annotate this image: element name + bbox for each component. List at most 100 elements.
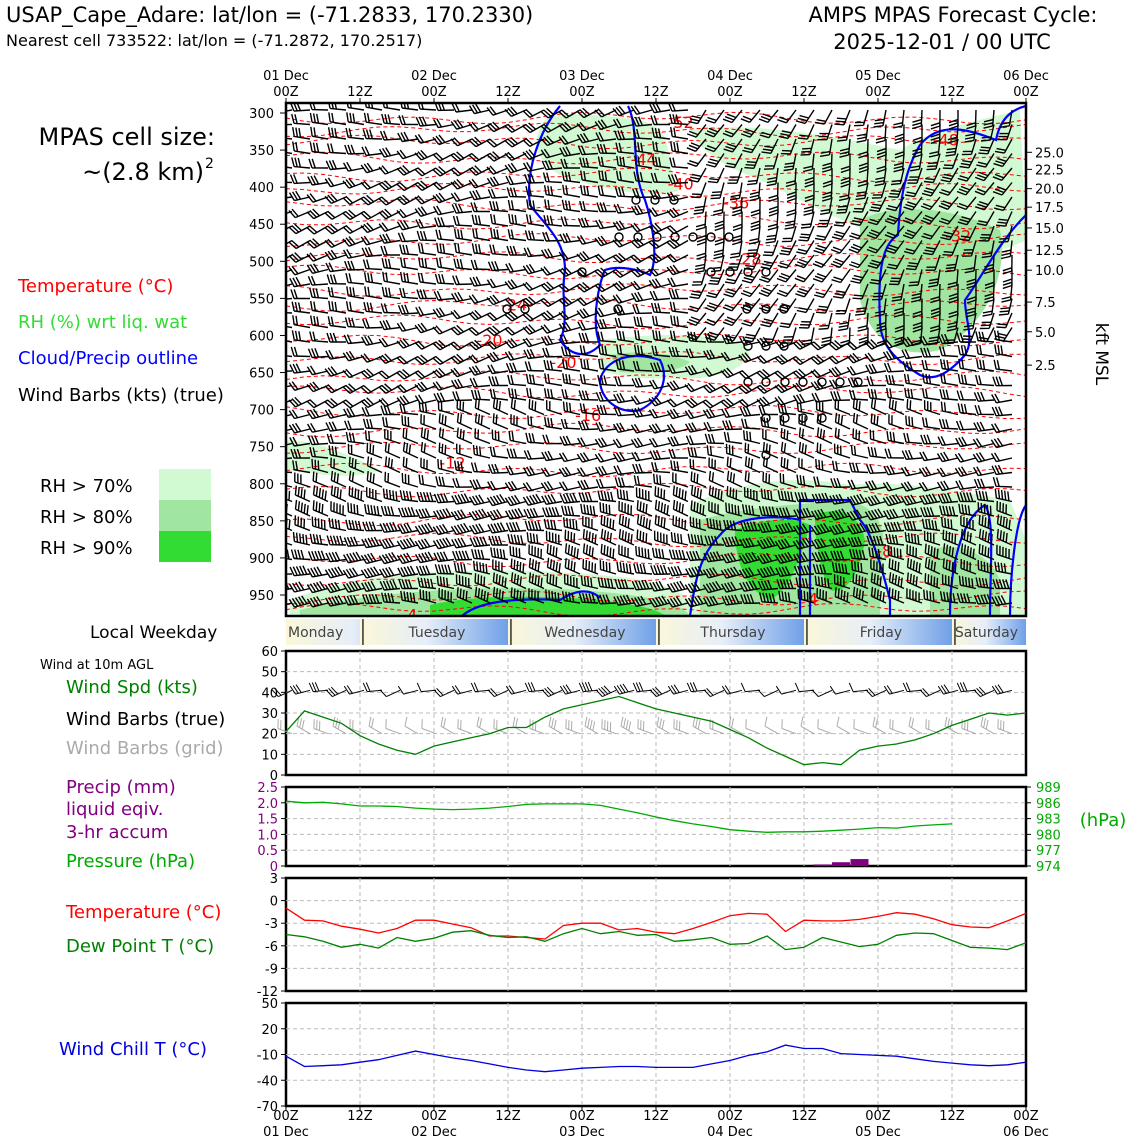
wind-barb: [345, 519, 365, 532]
wind-barb: [815, 298, 833, 314]
wind-barb: [634, 155, 653, 169]
wind-barb: [830, 254, 851, 268]
wind-barb: [886, 431, 905, 445]
wind-barb: [921, 225, 941, 240]
wind-barb: [378, 537, 401, 550]
wind-barb: [400, 257, 419, 271]
wind-barb: [343, 407, 365, 418]
calm-circle: [742, 304, 752, 314]
wind-barb: [307, 275, 329, 286]
wind-barb: [849, 225, 869, 240]
wind-barb: [378, 222, 401, 232]
temperature-line: [285, 907, 1027, 940]
wind-barb: [684, 595, 707, 608]
wind-barb: [956, 196, 977, 211]
wind-barb: [600, 514, 617, 532]
wind-barb: [797, 589, 815, 604]
wind-barb: [345, 272, 365, 285]
wind-barb: [525, 432, 545, 445]
wind-barb: [811, 392, 833, 403]
wind-barb-true: [559, 684, 581, 695]
wind-barb: [906, 572, 923, 590]
calm-circle: [798, 413, 808, 423]
wind-barb: [545, 589, 563, 604]
wind-barb: [618, 514, 635, 532]
wind-barb: [487, 522, 509, 534]
pressure-tick-label: 350: [249, 144, 274, 159]
wind-barb: [921, 518, 941, 532]
wind-barb: [580, 575, 599, 590]
wind-barb: [306, 238, 329, 249]
wind-barb: [632, 360, 653, 372]
wind-barb: [524, 230, 545, 242]
wind-barb: [504, 494, 527, 507]
wind-barb: [487, 261, 509, 272]
wind-barb: [522, 149, 545, 160]
wind-barb: [939, 182, 959, 196]
wind-barb: [324, 238, 347, 249]
wind-barb-grid: [872, 716, 887, 735]
wind-barb: [507, 229, 527, 242]
wind-barb: [616, 488, 635, 503]
wind-barb-grid: [800, 716, 815, 735]
wind-barb: [324, 210, 347, 220]
wind-barb: [872, 283, 887, 301]
wind-barb: [612, 438, 635, 449]
wind-barb: [922, 240, 941, 256]
wind-barb: [866, 376, 887, 387]
wind-barb: [612, 280, 635, 292]
pressure-tick-label: 400: [249, 181, 274, 196]
wind-barb: [630, 280, 653, 291]
wind-barb: [906, 557, 923, 575]
wind-barb: [545, 530, 563, 546]
wind-barb: [633, 316, 653, 329]
wind-barb: [345, 301, 365, 314]
wind-barb: [940, 225, 959, 241]
wind-barb: [286, 151, 293, 155]
wind-barb-true: [703, 688, 725, 698]
wind-barb: [883, 362, 905, 373]
wind-barb: [415, 218, 437, 229]
wind-barb: [942, 240, 959, 256]
calm-circle: [761, 377, 771, 387]
wind-barb: [401, 472, 419, 488]
wind-barb: [361, 406, 383, 417]
wind-barb: [777, 490, 797, 503]
wind-barb: [666, 596, 689, 608]
wind-barb: [704, 124, 725, 138]
wind-barb: [778, 124, 797, 140]
wind-barb: [561, 505, 581, 517]
wind-barb: [432, 152, 455, 162]
wind-barb: [432, 508, 455, 520]
wind-barb: [762, 428, 779, 445]
wind-barb: [633, 475, 653, 488]
bottom-hour-label: 00Z: [717, 1109, 743, 1124]
calm-circle: [798, 377, 808, 387]
wind-barb: [324, 409, 347, 419]
wind-barb: [903, 373, 923, 387]
bottom-hour-label: 00Z: [865, 1109, 891, 1124]
wind-barb: [830, 391, 851, 402]
wind-barb: [874, 298, 887, 317]
wind-barb: [523, 450, 545, 460]
temperature-contour: [286, 370, 1026, 386]
wind-barb: [796, 401, 815, 416]
wind-barb: [996, 544, 1013, 561]
wind-barb: [558, 121, 581, 133]
wind-barb: [906, 399, 923, 416]
wind-barb: [508, 213, 527, 227]
wind-barb: [865, 464, 887, 474]
wind-barb: [936, 451, 959, 463]
wind-barb: [894, 138, 905, 159]
wind-barb: [614, 317, 635, 329]
wind-barb: [324, 366, 347, 377]
wind-barb: [930, 124, 941, 145]
calm-circle: [502, 304, 512, 314]
cell-size-superscript: 2: [205, 156, 214, 172]
wind-barb: [540, 310, 563, 322]
wind-barb: [451, 203, 473, 214]
wind-barb: [543, 185, 563, 198]
wind-barb: [669, 157, 689, 169]
wind-speed-line: [285, 695, 1027, 766]
wind-barb: [869, 429, 887, 445]
